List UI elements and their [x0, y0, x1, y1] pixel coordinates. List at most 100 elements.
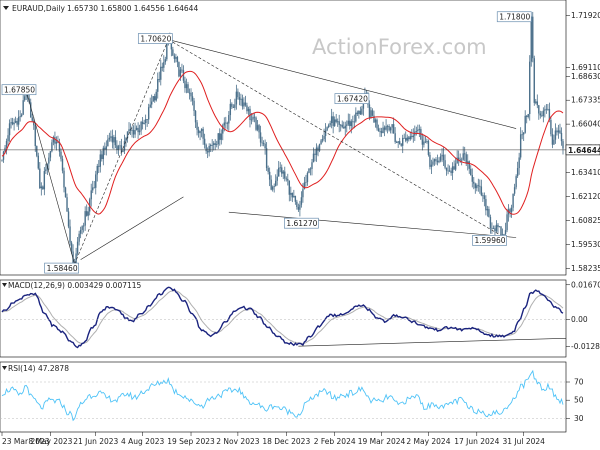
candle-body — [327, 125, 330, 128]
candle-body — [433, 159, 436, 162]
candle-body — [335, 119, 337, 122]
candle-body — [526, 115, 528, 117]
candle-body — [302, 189, 304, 198]
trendline-b — [74, 39, 169, 265]
candle-body — [78, 233, 80, 242]
candle-body — [276, 176, 278, 181]
candle-body — [237, 91, 239, 98]
candle-body — [197, 129, 200, 134]
candle-body — [202, 128, 204, 139]
candle-body — [336, 121, 339, 123]
candle-body — [473, 181, 475, 184]
candle-body — [471, 175, 473, 182]
candle-body — [36, 146, 38, 156]
candle-body — [64, 187, 67, 198]
candle-body — [256, 125, 259, 130]
rsi-line — [1, 369, 564, 422]
candle-body — [31, 117, 33, 121]
candle-body — [17, 116, 20, 125]
candle-body — [519, 134, 522, 158]
candle-body — [20, 114, 23, 117]
candle-body — [421, 139, 424, 145]
candle-body — [58, 142, 61, 152]
candle-body — [235, 91, 238, 105]
candle-body — [370, 110, 372, 118]
candle-body — [188, 92, 191, 94]
candle-body — [262, 143, 265, 145]
candle-body — [448, 170, 451, 172]
date-tick-label: 21 Jun 2023 — [73, 437, 118, 446]
candle-body — [324, 130, 327, 136]
candle-body — [405, 138, 407, 141]
candle-body — [268, 171, 271, 180]
candle-body — [55, 141, 58, 144]
candle-body — [465, 154, 467, 164]
candle-body — [105, 146, 108, 150]
candle-body — [346, 124, 348, 126]
candle-body — [376, 119, 378, 129]
candle-body — [48, 157, 50, 164]
macd-chevron-icon[interactable] — [2, 283, 7, 287]
candle-body — [203, 138, 206, 145]
candle-body — [391, 124, 393, 128]
candle-body — [309, 168, 312, 170]
candle-body — [482, 195, 484, 197]
candle-body — [70, 242, 73, 252]
candle-body — [547, 108, 549, 110]
candle-body — [104, 147, 106, 150]
price-callout-label: 1.61270 — [286, 219, 317, 228]
candle-body — [265, 148, 268, 169]
candle-body — [411, 136, 413, 138]
candle-body — [126, 131, 129, 139]
candle-body — [51, 142, 53, 152]
candle-body — [110, 136, 112, 138]
candle-body — [220, 133, 222, 140]
candle-body — [535, 101, 537, 103]
candle-body — [119, 145, 121, 147]
candle-body — [542, 110, 545, 116]
candle-body — [261, 142, 263, 144]
price-callout-label: 1.70620 — [140, 34, 171, 43]
candle-body — [209, 144, 212, 146]
price-tick-label: 1.62120 — [571, 192, 600, 201]
candle-body — [60, 151, 62, 159]
price-tick-label: 1.71920 — [571, 11, 600, 20]
candle-body — [16, 120, 18, 125]
candle-body — [40, 186, 43, 189]
candle-body — [96, 165, 98, 175]
candle-body — [69, 226, 71, 243]
candle-body — [117, 146, 120, 150]
candle-body — [131, 130, 133, 131]
macd-tick-label: 0.016704 — [571, 280, 600, 289]
candle-body — [135, 127, 138, 130]
candle-body — [128, 129, 130, 132]
candle-body — [178, 62, 180, 77]
candle-body — [66, 197, 68, 212]
candle-body — [284, 171, 286, 179]
candle-body — [208, 145, 210, 153]
candle-body — [90, 190, 92, 200]
candle-body — [5, 141, 8, 148]
candle-body — [279, 167, 281, 169]
candle-body — [362, 99, 365, 109]
candle-body — [1, 159, 3, 161]
candle-body — [333, 119, 336, 126]
candle-body — [176, 56, 179, 63]
candle-body — [432, 161, 434, 165]
candle-body — [137, 127, 139, 133]
candle-body — [196, 122, 198, 130]
candle-body — [249, 108, 251, 120]
candle-body — [238, 97, 241, 100]
chevron-down-icon[interactable] — [3, 6, 9, 10]
candle-body — [191, 96, 194, 101]
candle-body — [479, 185, 481, 187]
candle-body — [392, 124, 395, 134]
candle-body — [350, 121, 353, 127]
date-tick-label: 23 Mar 2023 — [2, 437, 50, 446]
candle-body — [408, 137, 410, 140]
candle-body — [305, 182, 307, 183]
rsi-chevron-icon[interactable] — [2, 366, 7, 370]
candle-body — [163, 62, 165, 68]
candle-body — [379, 131, 381, 132]
candle-body — [39, 168, 41, 189]
